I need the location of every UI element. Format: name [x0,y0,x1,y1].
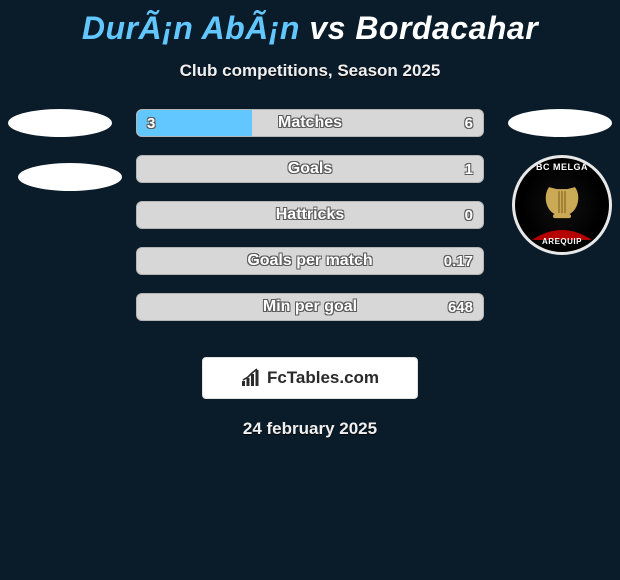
player1-name: DurÃ¡n AbÃ¡n [82,10,300,46]
stat-label: Goals per match [137,248,483,274]
club-logo-top-text: BC MELGA [515,162,609,172]
stat-bar: 3 Matches 6 [136,109,484,137]
stat-value-right: 6 [465,110,473,136]
lyre-icon [539,181,585,227]
stat-bars: 3 Matches 6 Goals 1 Hattricks 0 Goals pe… [136,109,484,339]
player2-badge-1 [508,109,612,137]
stat-label: Hattricks [137,202,483,228]
ellipse-icon [508,109,612,137]
club-logo-bottom-text: AREQUIP [515,237,609,246]
stat-label: Goals [137,156,483,182]
brand: FcTables.com [241,368,379,388]
ellipse-icon [18,163,122,191]
player1-badge-1 [8,109,112,137]
page-title: DurÃ¡n AbÃ¡n vs Bordacahar [0,0,620,47]
player1-badge-2 [18,163,122,191]
stat-value-right: 0.17 [444,248,473,274]
brand-box: FcTables.com [202,357,418,399]
brand-text: FcTables.com [267,368,379,388]
stat-bar: Min per goal 648 [136,293,484,321]
date-label: 24 february 2025 [0,419,620,439]
stat-bar: Hattricks 0 [136,201,484,229]
vs-label: vs [309,10,346,46]
stat-bar: Goals 1 [136,155,484,183]
ellipse-icon [8,109,112,137]
bars-signal-icon [241,368,261,388]
stat-value-right: 0 [465,202,473,228]
subtitle: Club competitions, Season 2025 [0,61,620,81]
stat-label: Matches [137,110,483,136]
stat-value-right: 648 [448,294,473,320]
stat-bar: Goals per match 0.17 [136,247,484,275]
club-logo: BC MELGA AREQUIP [512,155,612,255]
stat-value-right: 1 [465,156,473,182]
player2-club-logo: BC MELGA AREQUIP [512,155,612,255]
stat-label: Min per goal [137,294,483,320]
comparison-card: DurÃ¡n AbÃ¡n vs Bordacahar Club competit… [0,0,620,580]
stats-area: BC MELGA AREQUIP 3 [0,109,620,349]
player2-name: Bordacahar [355,10,538,46]
